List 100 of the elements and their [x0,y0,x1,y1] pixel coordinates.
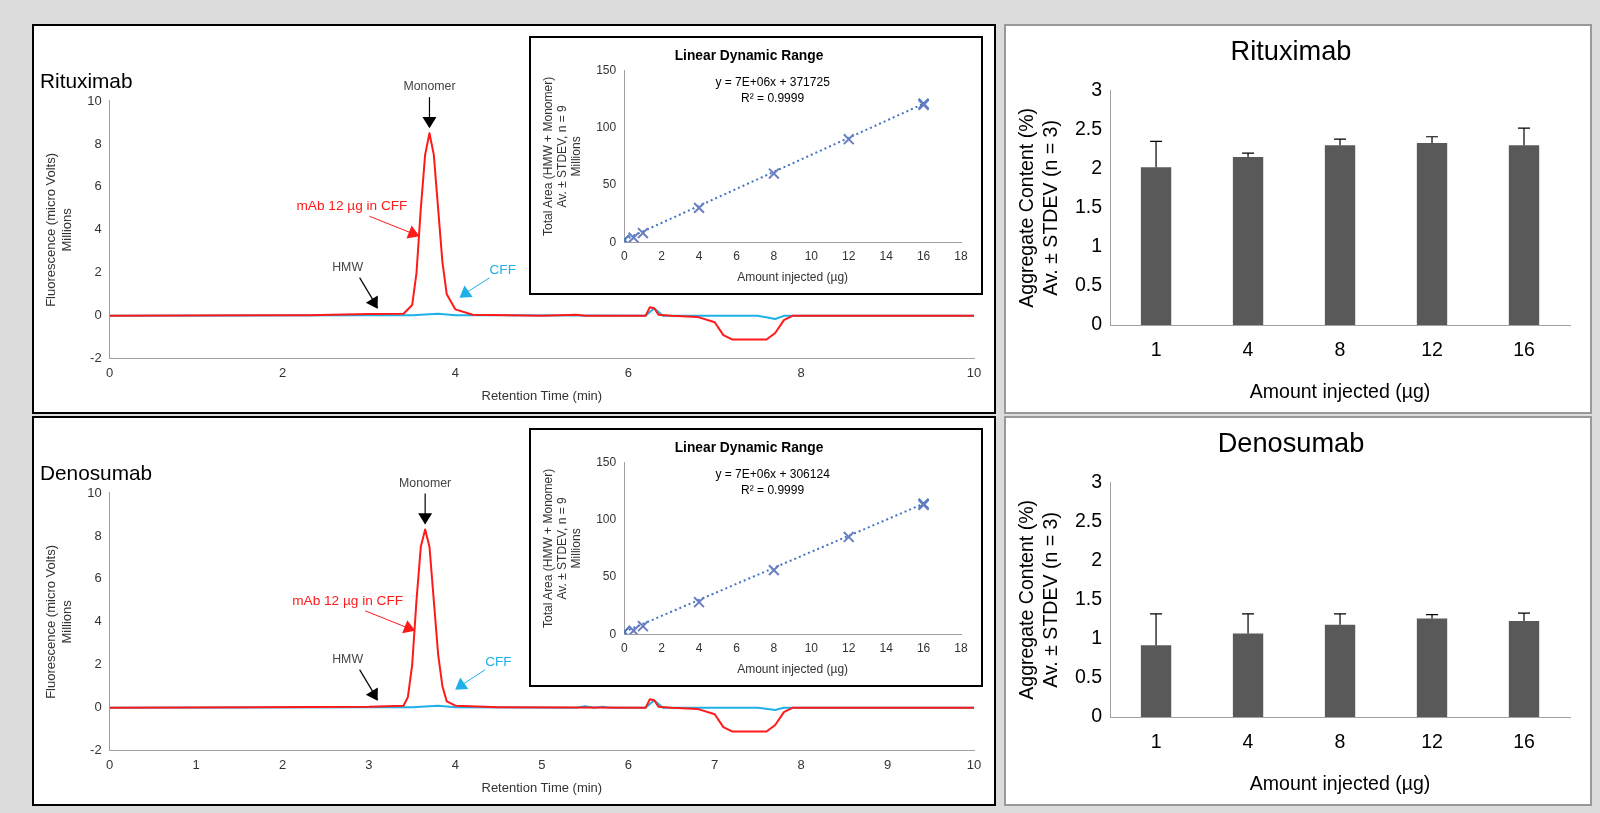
series-label: mAb 12 µg in CFF [296,198,408,214]
x-tick-label: 1 [1150,730,1162,753]
x-axis-title: Amount injected (µg) [737,662,849,677]
x-tick-label: 4 [1242,338,1254,361]
y-tick-label: 0 [609,234,617,249]
y-tick-label: 0 [94,307,102,323]
y-tick-label: 10 [87,92,102,108]
x-tick-label: 16 [1513,730,1535,753]
chart-title: Rituximab [40,69,133,93]
text: CFF [489,261,516,277]
x-tick-label: 8 [770,640,778,655]
x-tick-label: 2 [658,640,666,655]
x-tick-label: 16 [916,640,931,655]
y-tick-label: 0 [1091,312,1103,335]
annotation: R² = 0.9999 [741,90,805,105]
y-axis-title: Total Area (HMW + Monomer) Av. ± STDEV, n = 9 Millions [540,468,584,628]
x-tick-label: 12 [842,640,856,655]
y-tick-label: 100 [596,120,617,135]
y-tick-label: 50 [602,177,617,192]
y-tick-label: 2 [1091,548,1103,571]
annotation: R² = 0.9999 [741,482,805,497]
y-axis-title: Aggregate Content (%) Av. ± STDEV (n = 3) [1015,107,1061,308]
x-tick-label: 0 [620,640,628,655]
x-tick-label: 9 [883,757,892,773]
y-tick-label: 8 [94,135,102,151]
y-axis-title: Fluorescence (micro Volts) Millions [43,544,74,699]
y-tick-label: 2 [1091,156,1103,179]
y-axis-title: Fluorescence (micro Volts) Millions [43,152,74,307]
chart-title: Linear Dynamic Range [674,440,824,456]
y-tick-label: -2 [90,350,102,366]
x-tick-label: 8 [1334,730,1346,753]
x-tick-label: 8 [1334,338,1346,361]
y-tick-label: 4 [94,613,102,629]
y-tick-label: 10 [87,484,102,500]
y-tick-label: 6 [94,178,102,194]
x-tick-label: 10 [966,757,982,773]
x-tick-label: 8 [797,757,805,773]
x-tick-label: 1 [1150,338,1162,361]
x-tick-label: 2 [658,248,666,263]
x-tick-label: 3 [365,757,373,773]
x-tick-label: 16 [1513,338,1535,361]
y-tick-label: 0.5 [1074,273,1103,296]
x-axis-title: Amount injected (µg) [1249,379,1431,402]
x-tick-label: 4 [451,757,460,773]
x-tick-label: 0 [620,248,628,263]
chart-title: Rituximab [1230,34,1352,66]
x-tick-label: 12 [1421,730,1443,753]
x-tick-label: 6 [624,365,632,381]
x-tick-label: 7 [711,757,719,773]
y-tick-label: -2 [90,742,102,758]
x-tick-label: 2 [278,365,287,381]
y-axis-title: Aggregate Content (%) Av. ± STDEV (n = 3) [1015,499,1061,700]
x-tick-label: 1 [192,757,200,773]
y-tick-label: 150 [596,454,617,469]
x-tick-label: 6 [733,248,741,263]
y-tick-label: 6 [94,570,102,586]
x-tick-label: 12 [842,248,856,263]
x-tick-label: 0 [106,365,114,381]
annotation: HMW [332,651,364,666]
x-tick-label: 2 [278,757,287,773]
x-tick-label: 8 [797,365,805,381]
x-tick-label: 16 [916,248,931,263]
x-tick-label: 6 [624,757,632,773]
annotation: HMW [332,259,364,274]
x-tick-label: 14 [879,640,894,655]
x-tick-label: 4 [1242,730,1254,753]
x-tick-label: 18 [954,640,968,655]
x-tick-label: 4 [451,365,460,381]
x-tick-label: 6 [733,640,741,655]
x-tick-label: 14 [879,248,894,263]
y-tick-label: 0 [94,699,102,715]
annotation: Monomer [403,79,456,94]
x-tick-label: 10 [966,365,982,381]
y-tick-label: 2 [94,656,102,672]
x-tick-label: 0 [106,757,114,773]
y-tick-label: 100 [596,512,617,527]
annotation: Monomer [399,475,452,490]
y-axis-title: Total Area (HMW + Monomer) Av. ± STDEV, n = 9 Millions [540,76,584,236]
y-tick-label: 0.5 [1074,665,1103,688]
y-tick-label: 150 [596,62,617,77]
y-tick-label: 50 [602,569,617,584]
x-axis-title: Retention Time (min) [481,779,603,795]
x-tick-label: 12 [1421,338,1443,361]
x-tick-label: 18 [954,248,968,263]
annotation: y = 7E+06x + 371725 [715,74,831,89]
y-tick-label: 8 [94,527,102,543]
chart-title: Denosumab [40,461,153,485]
x-axis-title: Retention Time (min) [481,387,603,403]
x-axis-title: Amount injected (µg) [737,270,849,285]
y-tick-label: 0 [609,626,617,641]
x-tick-label: 10 [804,640,819,655]
x-tick-label: 8 [770,248,778,263]
x-tick-label: 4 [695,248,703,263]
x-tick-label: 5 [538,757,546,773]
y-tick-label: 3 [1091,78,1103,101]
y-tick-label: 0 [1091,704,1103,727]
y-tick-label: 1.5 [1074,587,1103,610]
y-tick-label: 1.5 [1074,195,1103,218]
y-tick-label: 2 [94,264,102,280]
x-axis-title: Amount injected (µg) [1249,771,1431,794]
